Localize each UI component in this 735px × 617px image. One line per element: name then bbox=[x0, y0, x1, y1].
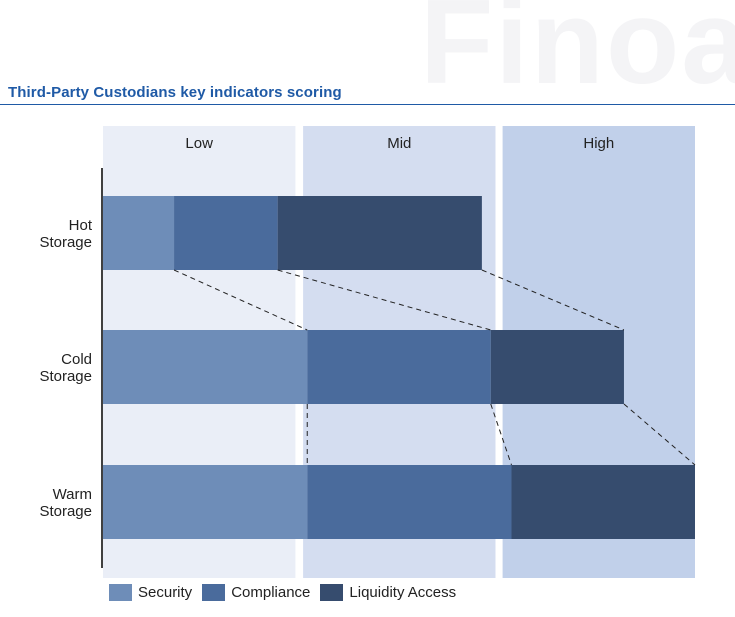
bar-liquidity-access-warm bbox=[511, 465, 695, 539]
legend-item-security: Security bbox=[109, 584, 192, 601]
legend-swatch-compliance bbox=[202, 584, 226, 601]
bar-compliance-warm bbox=[307, 465, 512, 539]
category-label-warm-line1: Warm bbox=[53, 486, 92, 503]
bar-security-cold bbox=[103, 330, 308, 404]
bar-security-warm bbox=[103, 465, 308, 539]
connector-line bbox=[277, 269, 491, 331]
bar-compliance-hot bbox=[174, 196, 278, 270]
category-label-cold-line2: Storage bbox=[39, 368, 92, 385]
legend-label-liquidity-access: Liquidity Access bbox=[349, 584, 457, 601]
chart-legend: Security Compliance Liquidity Access bbox=[109, 584, 466, 601]
band-label-low: Low bbox=[185, 135, 213, 152]
connector-line bbox=[173, 269, 308, 331]
connector-line bbox=[481, 269, 625, 331]
bar-liquidity-access-cold bbox=[490, 330, 624, 404]
legend-item-liquidity-access: Liquidity Access bbox=[320, 584, 456, 601]
legend-swatch-liquidity-access bbox=[320, 584, 344, 601]
category-label-cold-line1: Cold bbox=[61, 351, 92, 368]
chart-title: Third-Party Custodians key indicators sc… bbox=[8, 84, 342, 101]
bar-liquidity-access-hot bbox=[277, 196, 482, 270]
category-label-warm-line2: Storage bbox=[39, 503, 92, 520]
connector-line bbox=[490, 403, 512, 466]
finoa-watermark-logo: Finoa bbox=[420, 0, 735, 109]
legend-label-security: Security bbox=[138, 584, 193, 601]
bar-compliance-cold bbox=[307, 330, 491, 404]
legend-swatch-security bbox=[109, 584, 132, 601]
title-divider bbox=[0, 104, 735, 105]
category-label-hot-line1: Hot bbox=[69, 217, 93, 234]
band-label-mid: Mid bbox=[387, 135, 411, 152]
legend-item-compliance: Compliance bbox=[202, 584, 310, 601]
connector-line bbox=[623, 403, 696, 466]
band-label-high: High bbox=[583, 135, 614, 152]
bar-security-hot bbox=[103, 196, 175, 270]
legend-label-compliance: Compliance bbox=[231, 584, 311, 601]
category-label-hot-line2: Storage bbox=[39, 234, 92, 251]
